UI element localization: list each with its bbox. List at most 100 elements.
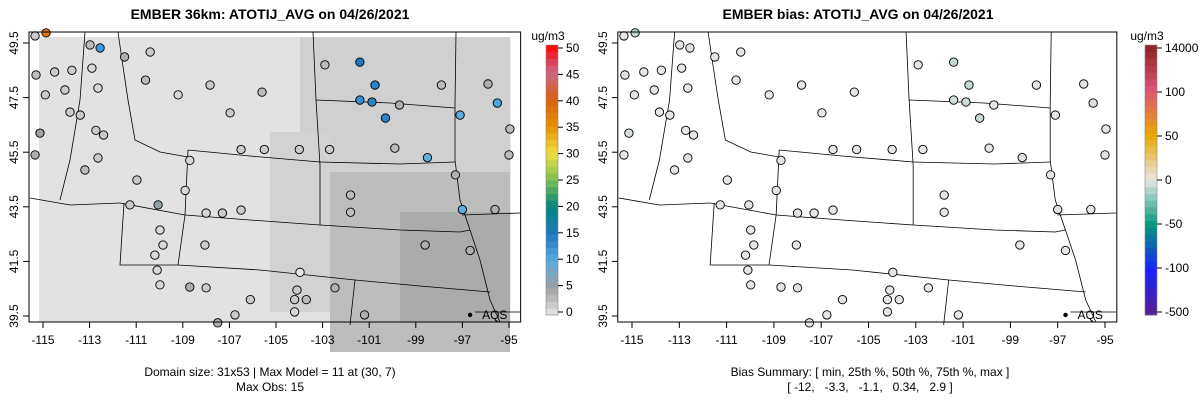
colorbar-segment <box>1145 227 1157 235</box>
colorbar-segment <box>546 119 558 127</box>
colorbar-segment <box>1145 72 1157 80</box>
observation-site-marker <box>1100 150 1110 160</box>
observation-site-marker <box>80 165 90 175</box>
observation-site-marker <box>505 124 515 134</box>
state-border <box>187 149 321 163</box>
observation-site-marker <box>455 110 465 120</box>
observation-site-marker <box>153 200 163 210</box>
colorbar-segment <box>1145 274 1157 282</box>
aqs-site-label: AQS <box>482 308 507 322</box>
left-colorbar-units: ug/m3 <box>531 29 565 43</box>
observation-site-marker <box>367 97 377 107</box>
lon-tick-label: -107 <box>217 333 241 347</box>
colorbar-segment <box>546 65 558 73</box>
lat-tick-label: 49.5 <box>7 31 21 55</box>
colorbar-segment <box>1145 281 1157 289</box>
lat-tick-label: 39.5 <box>596 304 610 328</box>
colorbar-segment <box>546 180 558 188</box>
lon-tick-label: -97 <box>454 333 472 347</box>
colorbar-segment <box>546 227 558 235</box>
right-colorbar-units: ug/m3 <box>1130 29 1164 43</box>
lat-tick-label: 43.5 <box>7 195 21 219</box>
colorbar-segment <box>546 220 558 228</box>
colorbar-segment <box>1145 105 1157 113</box>
observation-site-marker <box>98 130 109 140</box>
observation-site-marker <box>1031 80 1042 90</box>
colorbar-segment <box>546 274 558 282</box>
lat-tick-label: 47.5 <box>7 86 21 110</box>
colorbar-segment <box>1145 207 1157 215</box>
observation-site-marker <box>294 144 304 155</box>
colorbar-segment <box>1145 58 1157 66</box>
colorbar-segment <box>546 308 558 316</box>
colorbar-segment <box>546 254 558 262</box>
observation-site-marker <box>87 63 97 73</box>
observation-site-marker <box>201 208 211 218</box>
observation-site-marker <box>292 285 302 295</box>
colorbar-segment <box>546 186 558 194</box>
observation-site-marker <box>669 165 680 175</box>
observation-site-marker <box>796 80 807 90</box>
colorbar-segment <box>1145 112 1157 120</box>
right-caption-line2: [ -12, -3.3, -1.1, 0.34, 2.9 ] <box>787 380 952 394</box>
observation-site-marker <box>624 128 634 138</box>
observation-site-marker <box>1017 153 1027 163</box>
state-border <box>769 264 949 281</box>
lat-tick-label: 39.5 <box>7 304 21 328</box>
lon-tick-label: -99 <box>1002 333 1020 347</box>
colorbar-tick-label: -100 <box>1165 261 1189 275</box>
colorbar-segment <box>546 200 558 208</box>
colorbar-segment <box>1145 294 1157 302</box>
observation-site-marker <box>746 280 756 290</box>
lon-tick-label: -95 <box>500 333 518 347</box>
observation-site-marker <box>681 125 691 136</box>
observation-site-marker <box>764 90 774 100</box>
observation-site-marker <box>50 67 60 77</box>
colorbar-segment <box>546 126 558 134</box>
observation-site-marker <box>180 185 190 196</box>
observation-site-marker <box>975 113 985 123</box>
observation-site-marker <box>380 113 391 123</box>
observation-site-marker <box>359 310 370 320</box>
state-border <box>354 279 491 293</box>
aqs-site-dot <box>467 312 473 318</box>
aqs-site-label: AQS <box>1078 308 1103 322</box>
observation-site-marker <box>236 205 246 215</box>
right-map-panel: AQS -115 -113 -111 -109 -107 -105 -103 -101 -99 -9… <box>596 28 1118 347</box>
colorbar-segment <box>546 78 558 86</box>
observation-site-marker <box>504 150 514 160</box>
observation-site-marker <box>1060 245 1071 256</box>
colorbar-segment <box>546 288 558 296</box>
observation-site-marker <box>809 208 819 218</box>
state-border <box>948 279 1086 293</box>
colorbar-segment <box>1145 308 1157 316</box>
left-colorbar: 0 5 10 15 20 25 30 35 40 45 50 <box>545 41 580 319</box>
observation-site-marker <box>1045 170 1056 180</box>
colorbar-segment <box>546 132 558 140</box>
observation-site-marker <box>132 175 142 185</box>
colorbar-segment <box>546 240 558 248</box>
observation-site-marker <box>394 100 405 110</box>
colorbar-segment <box>546 207 558 215</box>
colorbar-tick-label: -50 <box>1165 217 1183 231</box>
colorbar-tick-label: 20 <box>566 199 580 213</box>
observation-site-marker <box>722 175 732 185</box>
colorbar-segment <box>1145 51 1157 59</box>
colorbar-segment <box>1145 186 1157 194</box>
observation-site-marker <box>749 240 759 250</box>
colorbar-tick-label: 100 <box>1165 85 1185 99</box>
colorbar-segment <box>1145 78 1157 86</box>
lon-tick-label: -113 <box>668 333 691 347</box>
observation-site-marker <box>95 43 105 53</box>
observation-site-marker <box>370 80 380 90</box>
observation-site-marker <box>185 282 195 292</box>
colorbar-segment <box>1145 119 1157 127</box>
colorbar-segment <box>546 105 558 113</box>
observation-site-marker <box>145 47 155 57</box>
observation-site-marker <box>420 240 430 250</box>
observation-site-marker <box>731 75 741 85</box>
observation-site-marker <box>776 282 786 292</box>
state-border <box>905 31 914 225</box>
